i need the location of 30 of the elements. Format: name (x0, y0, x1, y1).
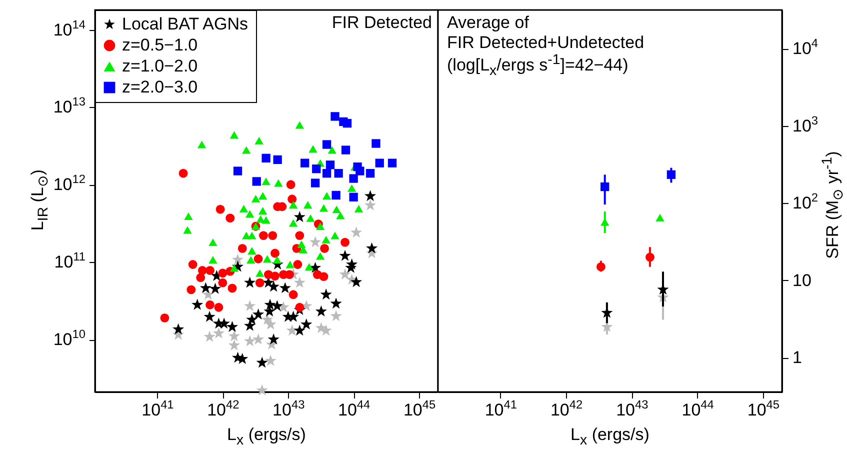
y-tick-label: 10$^{11}$ (54, 250, 86, 272)
x-tick-label: 10$^{41}$ (484, 398, 518, 420)
x-tick-label: 10$^{41}$ (142, 398, 174, 420)
y-tick-label: 10$^{13}$ (53, 94, 86, 117)
x-tick-label: 10$^{42}$ (550, 398, 584, 420)
y-tick-label: 10$^{10}$ (53, 327, 86, 350)
x-tick-label: 10$^{43}$ (272, 398, 306, 420)
legend-label: z=0.5−1.0 (122, 36, 198, 54)
legend-label: z=1.0−2.0 (122, 56, 198, 76)
x-tick-label: 10$^{44}$ (682, 398, 714, 420)
y-tick-label: 10$^{12}$ (53, 172, 86, 194)
x-tick-label: 10$^{44}$ (338, 398, 371, 420)
y-tick-label: 10$^{14}$ (53, 17, 86, 40)
x-axis-title: L$_{x}$ (ergs/s) (570, 425, 650, 449)
y-tick-label: 10$^{4}$ (792, 36, 818, 58)
x-axis-title: L$_{x}$ (ergs/s) (226, 425, 307, 449)
annotation: FIR Detected (332, 13, 432, 33)
x-tick-label: 10$^{42}$ (207, 398, 240, 420)
legend-label: Local BAT AGNs (122, 14, 248, 34)
legend-label: z=2.0−3.0 (122, 78, 198, 96)
y-tick-label: 10$^{2}$ (792, 190, 818, 213)
y-tick-label: 10$^{3}$ (792, 113, 818, 136)
x-tick-label: 10$^{45}$ (747, 398, 780, 420)
y-tick-label: 1 (792, 348, 802, 368)
annotation: Average of (447, 13, 529, 32)
annotation: (log[L$_{x}$/ergs s$^{-1}$]=42−44) (447, 52, 628, 80)
annotation: FIR Detected+Undetected (447, 32, 644, 52)
x-tick-label: 10$^{43}$ (616, 398, 649, 420)
y-tick-label: 10 (792, 270, 812, 290)
x-tick-label: 10$^{45}$ (403, 398, 436, 420)
